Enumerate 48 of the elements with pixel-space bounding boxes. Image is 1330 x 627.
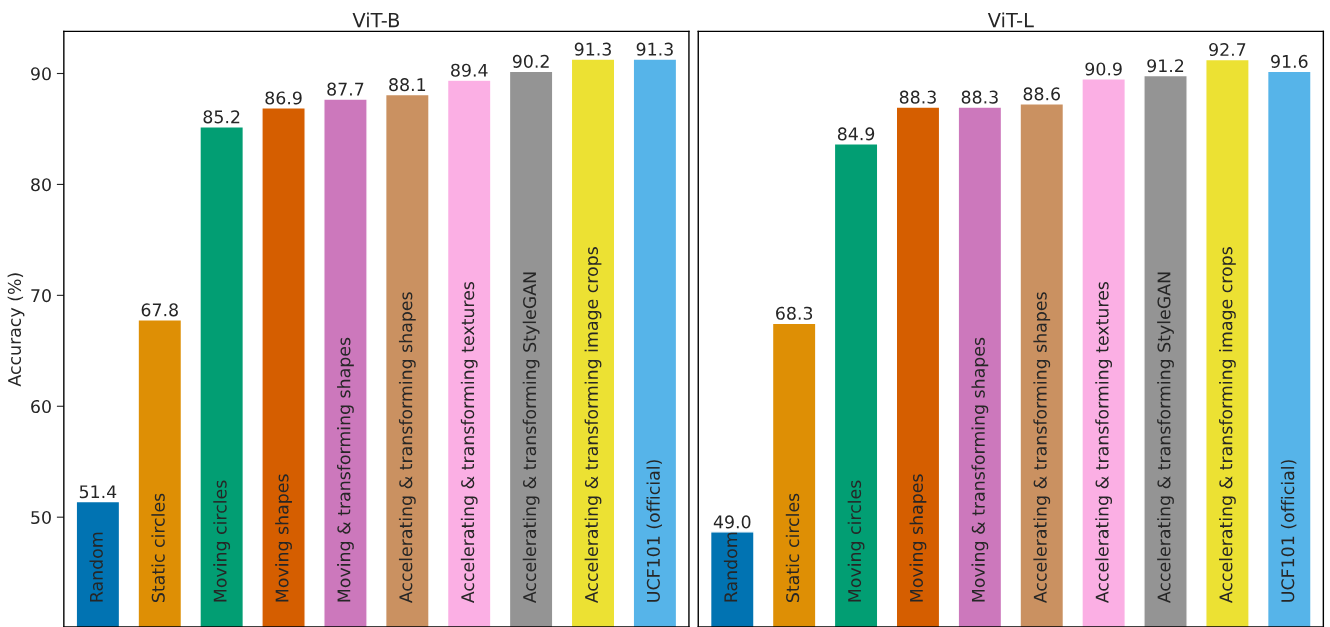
data-label: 86.9 [265, 91, 302, 105]
data-label: 49.0 [713, 515, 751, 529]
data-label: 92.7 [1209, 42, 1246, 57]
category-label: UCF101 (official) [1280, 460, 1297, 602]
category-label: Accelerating & transforming image crops [584, 247, 602, 604]
category-label: Accelerating & transforming textures [1095, 281, 1113, 604]
category-label: Accelerating & transforming shapes [1033, 292, 1051, 604]
data-label: 68.3 [776, 306, 813, 320]
data-label: 85.2 [203, 110, 240, 124]
category-label: Moving & transforming shapes [337, 337, 354, 602]
data-label: 91.2 [1147, 59, 1184, 73]
data-label: 89.4 [451, 63, 488, 77]
y-tick-label: 80 [31, 178, 51, 192]
y-axis-title: Accuracy (%) [7, 273, 25, 387]
data-label: 88.3 [899, 90, 936, 104]
data-label: 88.3 [961, 90, 998, 104]
chart-title: ViT-B [352, 12, 400, 28]
category-label: Moving shapes [909, 474, 927, 602]
category-label: Accelerating & transforming StyleGAN [522, 272, 540, 604]
data-label: 90.2 [512, 54, 549, 68]
category-label: Accelerating & transforming StyleGAN [1157, 272, 1174, 604]
category-label: Accelerating & transforming image crops [1219, 247, 1236, 604]
category-label: Moving & transforming shapes [971, 337, 989, 602]
chart-title: ViT-L [987, 12, 1034, 28]
data-label: 91.3 [636, 42, 673, 56]
category-label: Static circles [151, 493, 165, 603]
data-label: 51.4 [79, 485, 117, 499]
data-label: 88.6 [1023, 87, 1060, 101]
data-label: 84.9 [837, 127, 875, 141]
category-label: Accelerating & transforming shapes [398, 292, 416, 604]
data-label: 87.7 [327, 82, 364, 96]
category-label: Moving circles [847, 480, 865, 602]
data-label: 91.6 [1271, 54, 1308, 68]
category-label: Static circles [785, 493, 800, 603]
y-tick-label: 60 [31, 399, 51, 414]
y-tick-label: 70 [31, 289, 51, 303]
category-label: Random [723, 532, 738, 602]
data-label: 67.8 [141, 303, 178, 317]
data-label: 88.1 [389, 78, 426, 92]
category-label: Accelerating & transforming textures [460, 281, 478, 604]
category-label: Moving shapes [275, 474, 292, 602]
category-label: UCF101 (official) [646, 460, 662, 602]
category-label: Moving circles [213, 480, 231, 602]
data-label: 90.9 [1085, 62, 1122, 76]
category-label: Random [89, 532, 103, 602]
y-tick-label: 90 [31, 67, 51, 81]
y-tick-label: 50 [31, 510, 51, 525]
data-label: 91.3 [574, 42, 611, 56]
